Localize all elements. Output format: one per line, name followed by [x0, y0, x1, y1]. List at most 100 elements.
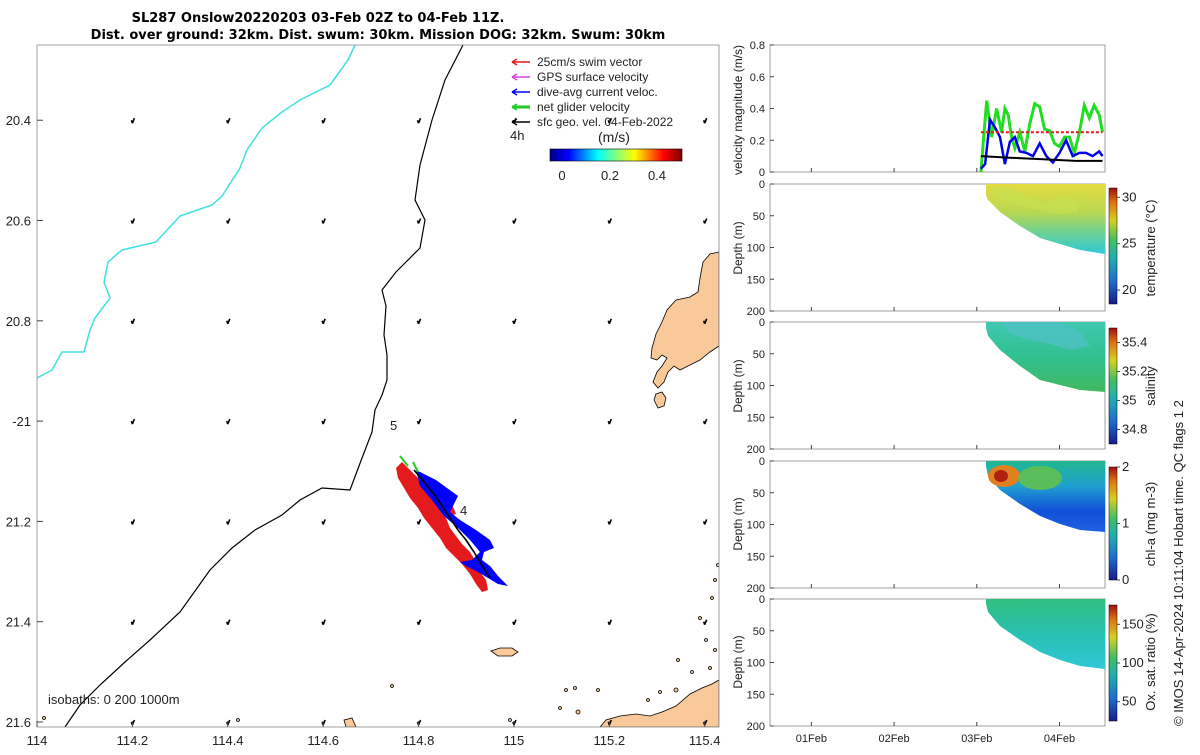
map-ytick-label: 20.6 [6, 214, 31, 229]
map-ytick-label: 20.4 [6, 113, 31, 128]
salinity-patch [1000, 322, 1090, 350]
isobath-label: isobaths: 0 200 1000m [48, 692, 180, 707]
vel-ytick-label: 0.2 [750, 135, 765, 147]
sfc-geo-arrow [607, 218, 613, 224]
depth-tick-label: 100 [747, 381, 765, 393]
speed-colorbar [549, 148, 683, 162]
depth-tick-label: 0 [759, 594, 765, 606]
depth-tick-label: 50 [753, 349, 765, 361]
sfc-geo-arrow [702, 418, 708, 425]
map-xtick-label: 114 [27, 733, 48, 748]
vel-ytick-label: 0 [759, 167, 765, 179]
track-label-4: 4 [460, 503, 467, 518]
depth-tick-label: 150 [747, 689, 765, 701]
chla-panel: Depth (m) chl-a (mg m-3) [731, 460, 1158, 589]
sfc-geo-arrow [130, 418, 136, 425]
sfc-geo-arrow [321, 519, 326, 525]
velocity-series-line [979, 99, 1104, 173]
sfc-geo-arrow [321, 418, 326, 425]
depth-tick-label: 0 [759, 456, 765, 468]
map-ytick-label: -21 [12, 414, 31, 429]
map-xtick-label: 115.4 [689, 733, 721, 748]
temperature-cbar-label: temperature (°C) [1143, 200, 1158, 297]
legend-label: sfc geo. vel. 04-Feb-2022 [537, 115, 673, 129]
depth-tick-label: 50 [753, 211, 765, 223]
vel-ytick-label: 0.8 [750, 40, 765, 52]
oxygen-section [986, 599, 1105, 669]
sfc-geo-arrow [130, 619, 136, 625]
date-tick-label: 01Feb [796, 733, 827, 745]
sfc-geo-arrow [321, 117, 326, 124]
vel-ytick-label: 0.6 [750, 72, 765, 84]
salinity-ylabel: Depth (m) [731, 359, 745, 412]
profile-panels: Depth (m) temperature (°C) Depth (m) sal… [731, 168, 1158, 745]
colorbar-tick-0.4: 0.4 [648, 168, 666, 183]
land-shoal [490, 647, 519, 657]
sfc-geo-arrow [416, 117, 422, 124]
cbar-tick-label: 25 [1122, 236, 1136, 251]
map-ytick-label: 21.4 [6, 615, 31, 630]
velocity-ylabel: velocity magnitude (m/s) [731, 45, 745, 175]
legend-label: net glider velocity [537, 100, 630, 114]
velocity-axes-frame [769, 44, 1106, 173]
sfc-geo-arrow [130, 218, 136, 224]
cbar-tick-label: 150 [1122, 616, 1144, 631]
small-islands [42, 563, 719, 722]
cbar-tick-label: 0 [1122, 572, 1129, 587]
sfc-geo-arrow [416, 519, 422, 525]
dive-avg-currents [416, 470, 508, 586]
map-xtick-label: 114.6 [307, 733, 339, 748]
cbar-tick-label: 100 [1122, 655, 1144, 670]
cbar-tick-label: 2 [1122, 459, 1129, 474]
sfc-geo-arrow [130, 519, 136, 525]
cbar-tick-label: 34.8 [1122, 422, 1147, 437]
credit-text: © IMOS 14-Apr-2024 10:11:04 Hobart time.… [1171, 400, 1186, 726]
legend-label: GPS surface velocity [537, 70, 648, 84]
depth-tick-label: 100 [747, 658, 765, 670]
sfc-geo-arrow [702, 117, 708, 124]
depth-tick-label: 50 [753, 488, 765, 500]
sfc-geo-arrow [512, 519, 517, 525]
cbar-tick-label: 30 [1122, 189, 1136, 204]
depth-tick-label: 100 [747, 520, 765, 532]
legend-arrowhead [511, 73, 518, 81]
sfc-geo-arrow [607, 519, 613, 525]
velocity-series [979, 99, 1104, 173]
colorbar-tick-0.2: 0.2 [601, 168, 619, 183]
sfc-geo-velocity-arrows [130, 117, 708, 726]
sfc-geo-arrow [512, 619, 517, 625]
chla-ylabel: Depth (m) [731, 497, 745, 550]
map-panel: 5 4 114 114.2 114.4 114.6 114.8 115 115.2 115.4… [6, 44, 721, 748]
salinity-panel: Depth (m) salinity [731, 321, 1158, 450]
cbar-tick-label: 35.4 [1122, 335, 1147, 350]
depth-tick-label: 200 [747, 721, 765, 733]
sfc-geo-arrow [130, 117, 136, 124]
legend-label: 25cm/s swim vector [537, 55, 642, 69]
map-axes: 114 114.2 114.4 114.6 114.8 115 115.2 115.4 20.4… [6, 113, 721, 748]
sfc-geo-arrow [226, 619, 231, 625]
sfc-geo-arrow [512, 218, 517, 224]
map-xtick-label: 115.2 [594, 733, 626, 748]
chla-cbar-label: chl-a (mg m-3) [1143, 482, 1158, 567]
map-frame [36, 44, 720, 728]
sfc-geo-arrow [607, 318, 613, 325]
date-tick-label: 04Feb [1044, 733, 1075, 745]
legend-arrowhead [511, 88, 518, 96]
depth-tick-label: 0 [759, 317, 765, 329]
sfc-geo-arrow [416, 418, 422, 425]
depth-tick-label: 200 [747, 306, 765, 318]
land-coast-bottom [599, 679, 719, 727]
cbar-tick-label: 1 [1122, 516, 1129, 531]
depth-tick-label: 200 [747, 583, 765, 595]
map-ytick-label: 20.8 [6, 314, 31, 329]
depth-tick-label: 150 [747, 551, 765, 563]
land-island [650, 251, 719, 389]
oxygen-ylabel: Depth (m) [731, 635, 745, 688]
sfc-geo-arrow [321, 619, 326, 625]
velocity-panel: 0 0.2 0.4 0.6 0.8 velocity magnitude (m/s) [731, 40, 1106, 179]
salinity-colorbar [1108, 327, 1118, 445]
chla-colorbar [1108, 466, 1118, 581]
sfc-geo-arrow [321, 218, 326, 224]
sfc-geo-arrow [607, 619, 613, 625]
